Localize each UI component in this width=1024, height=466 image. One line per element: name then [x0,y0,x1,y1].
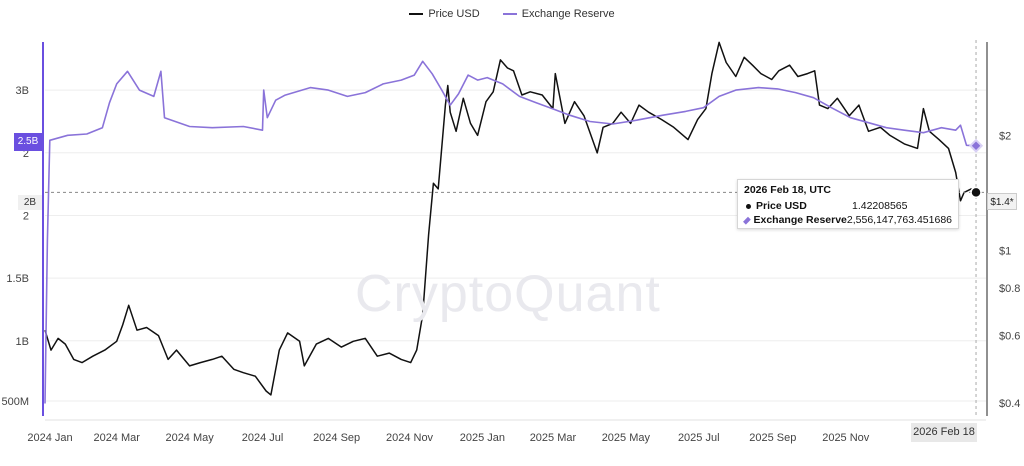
series-lines [44,41,977,404]
legend-label-price: Price USD [428,8,480,20]
dot-icon [746,203,751,209]
x-tick-label: 2025 Jan [460,432,505,444]
watermark-logo: CryptoQuant [355,265,661,323]
x-tick-label: 2024 Nov [386,432,434,444]
x-tick-label: 2025 Sep [749,432,796,444]
price-marker [970,186,982,199]
left-tick-label: 1B [16,336,29,348]
legend-swatch-reserve [502,13,517,15]
left-tick-label: 1.5B [6,273,29,285]
tooltip-timezone: , UTC [803,184,831,196]
x-axis-crosshair-badge: 2026 Feb 18 [911,423,977,442]
left-axis-reserve-badge: 2.5B [14,133,42,151]
x-tick-label: 2024 Jul [242,432,284,444]
legend-item-reserve[interactable]: Exchange Reserve [502,8,615,20]
series-line-price-usd [44,41,977,396]
series-line-exchange-reserve [44,60,977,404]
grid-lines [45,89,986,402]
left-tick-label: 2 [23,148,29,160]
tooltip-date-value: 2026 Feb 18 [744,184,804,196]
legend-item-price[interactable]: Price USD [409,8,480,20]
x-tick-label: 2024 Jan [27,432,72,444]
legend-swatch-price [409,13,424,15]
tooltip-price-name: Price USD [756,200,807,212]
x-tick-label: 2025 Jul [678,432,720,444]
tooltip-date: 2026 Feb 18, UTC [744,184,952,196]
tooltip-reserve-name: Exchange Reserve [753,214,847,226]
left-tick-label: 500M [1,396,29,408]
right-axis-price-badge: $1.4* [987,193,1017,210]
axes: 3B 2 2 1.5B 1B 500M $2 $1 $0.8 $0.6 $0.4 2024 Jan 20… [1,42,1020,444]
tooltip-reserve-value: 2,556,147,763.451686 [846,214,952,226]
tooltip-price-value: 1.42208565 [852,200,908,212]
crosshair-overlay [45,40,986,416]
left-axis-crosshair-badge: 2B [18,195,42,210]
left-tick-label: 2 [23,210,29,222]
right-tick-label: $0.6 [999,331,1020,343]
x-tick-label: 2025 May [602,432,651,444]
x-tick-label: 2024 Mar [93,432,140,444]
tooltip-row-reserve: Exchange Reserve 2,556,147,763.451686 [743,213,952,227]
right-tick-label: $0.4 [999,398,1020,410]
diamond-icon [743,216,751,224]
x-tick-label: 2025 Nov [822,432,870,444]
legend-label-reserve: Exchange Reserve [521,8,615,20]
right-tick-label: $1 [999,246,1011,258]
left-tick-label: 3B [16,85,29,97]
x-tick-label: 2025 Mar [530,432,577,444]
x-tick-label: 2024 May [165,432,214,444]
tooltip: 2026 Feb 18, UTC Price USD 1.42208565 Ex… [737,179,959,229]
right-tick-label: $0.8 [999,283,1020,295]
reserve-marker [968,138,984,153]
tooltip-row-price: Price USD 1.42208565 [744,199,952,213]
legend: Price USD Exchange Reserve [0,6,1024,20]
right-tick-label: $2 [999,130,1011,142]
x-tick-label: 2024 Sep [313,432,360,444]
